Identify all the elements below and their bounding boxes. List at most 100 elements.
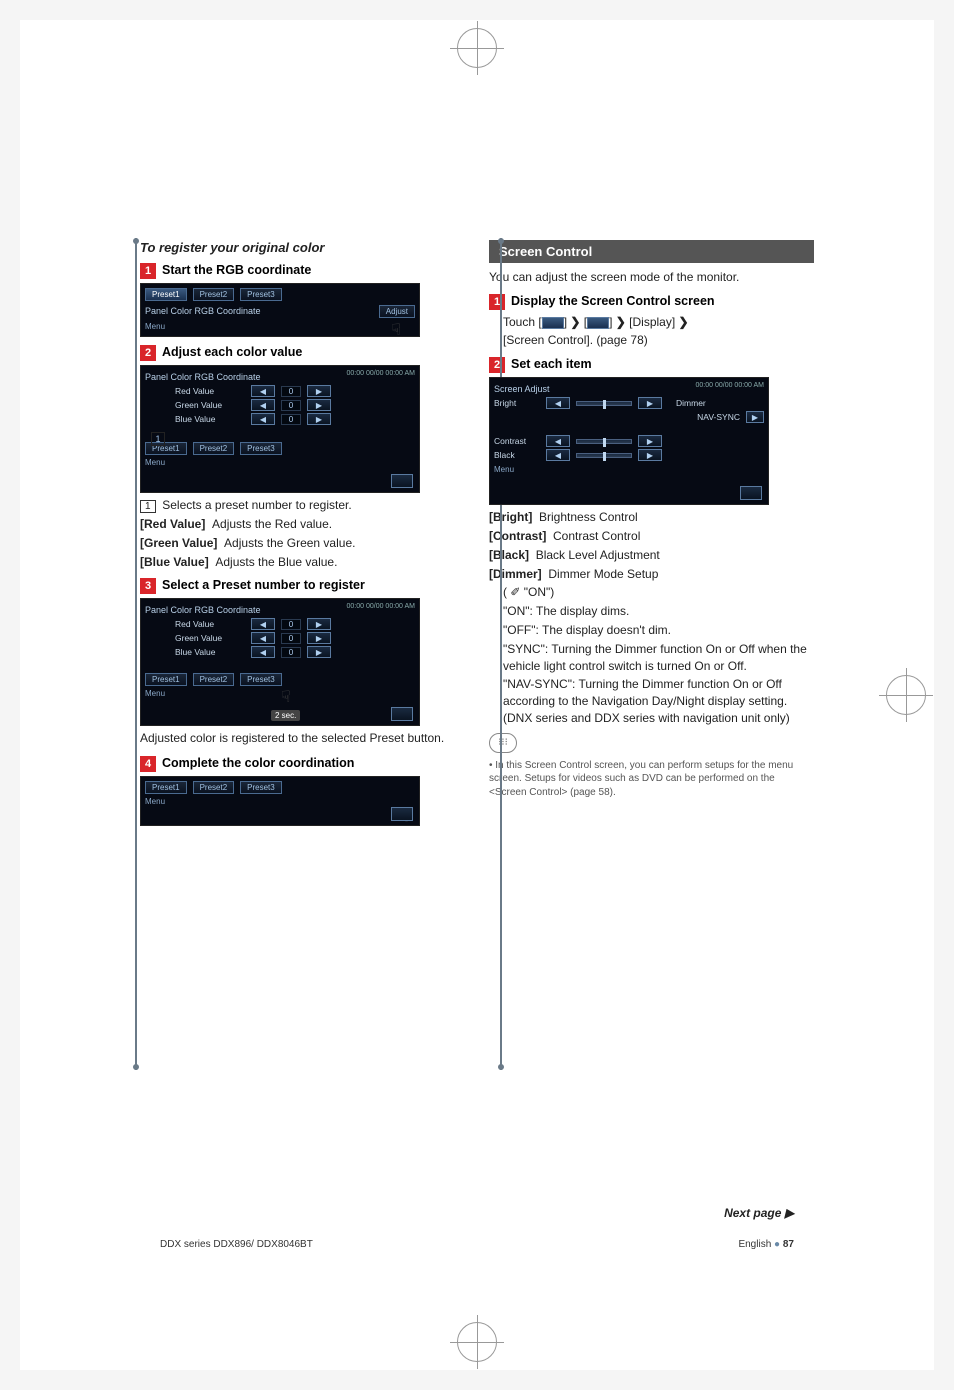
- inc-button[interactable]: ▶: [307, 646, 331, 658]
- note-icon: ⁝⁝⁝: [489, 733, 517, 753]
- desc: Dimmer Mode Setup: [548, 567, 658, 581]
- inc-button[interactable]: ▶: [638, 435, 662, 447]
- step-label: Adjust each color value: [162, 345, 302, 359]
- term: "SYNC":: [503, 642, 548, 656]
- slider[interactable]: [576, 401, 632, 406]
- row-label: Blue Value: [175, 414, 245, 424]
- back-icon: [542, 317, 564, 329]
- back-icon[interactable]: [391, 807, 413, 821]
- menu-label[interactable]: Menu: [494, 465, 764, 474]
- row-label: Red Value: [175, 619, 245, 629]
- step-1-right: 1 Display the Screen Control screen: [489, 294, 814, 310]
- term: [Blue Value]: [140, 555, 209, 569]
- term: [Green Value]: [140, 536, 217, 550]
- callout-text: Selects a preset number to register.: [162, 498, 351, 512]
- desc: The display dims.: [536, 604, 629, 618]
- inc-button[interactable]: ▶: [307, 399, 331, 411]
- adjust-button[interactable]: Adjust: [379, 305, 415, 318]
- dec-button[interactable]: ◀: [251, 385, 275, 397]
- registered-text: Adjusted color is registered to the sele…: [140, 730, 465, 747]
- hand-icon: ☟: [281, 687, 291, 707]
- inc-button[interactable]: ▶: [307, 618, 331, 630]
- text: Touch [: [503, 315, 542, 329]
- opt-sync: "SYNC": Turning the Dimmer function On o…: [503, 641, 814, 675]
- inc-button[interactable]: ▶: [307, 413, 331, 425]
- inc-button[interactable]: ▶: [307, 632, 331, 644]
- preset-tab[interactable]: Preset3: [240, 781, 282, 794]
- inc-button[interactable]: ▶: [746, 411, 764, 423]
- preset-tab[interactable]: Preset2: [193, 781, 235, 794]
- menu-label[interactable]: Menu: [145, 689, 415, 698]
- desc: Brightness Control: [539, 510, 638, 524]
- value-cell: 0: [281, 647, 301, 658]
- header-label: Panel Color RGB Coordinate: [145, 304, 261, 318]
- dimmer-default: ( ✐ "ON"): [503, 584, 814, 601]
- timestamp: 00:00 00/00 00:00 AM: [347, 603, 416, 610]
- dec-button[interactable]: ◀: [251, 632, 275, 644]
- step-label: Display the Screen Control screen: [511, 294, 715, 308]
- dec-button[interactable]: ◀: [251, 399, 275, 411]
- timestamp: 00:00 00/00 00:00 AM: [347, 370, 416, 377]
- page: To register your original color 1 Start …: [20, 20, 934, 1370]
- value-cell: 0: [281, 386, 301, 397]
- footer-right: English ● 87: [738, 1239, 794, 1250]
- preset-tab[interactable]: Preset2: [193, 288, 235, 301]
- slider[interactable]: [576, 453, 632, 458]
- preset-tab[interactable]: Preset3: [240, 442, 282, 455]
- desc: The display doesn't dim.: [542, 623, 671, 637]
- row-label: Black: [494, 450, 540, 460]
- dec-button[interactable]: ◀: [251, 646, 275, 658]
- step-number: 4: [140, 756, 156, 772]
- desc: Adjusts the Green value.: [224, 536, 355, 550]
- back-icon[interactable]: [391, 707, 413, 721]
- subtitle: To register your original color: [140, 240, 465, 255]
- inc-button[interactable]: ▶: [638, 449, 662, 461]
- dec-button[interactable]: ◀: [546, 397, 570, 409]
- note-text: In this Screen Control screen, you can p…: [489, 760, 793, 798]
- inc-button[interactable]: ▶: [307, 385, 331, 397]
- tool-icon: [587, 317, 609, 329]
- value-cell: 0: [281, 400, 301, 411]
- def-dimmer: [Dimmer] Dimmer Mode Setup: [489, 566, 814, 583]
- slider[interactable]: [576, 439, 632, 444]
- step-label: Complete the color coordination: [162, 756, 354, 770]
- term: "OFF":: [503, 623, 539, 637]
- inc-button[interactable]: ▶: [638, 397, 662, 409]
- menu-label[interactable]: Menu: [145, 458, 415, 467]
- preset-tab[interactable]: Preset3: [240, 288, 282, 301]
- registration-mark-bottom: [457, 1322, 497, 1362]
- def-black: [Black] Black Level Adjustment: [489, 547, 814, 564]
- screenshot-complete: Preset1 Preset2 Preset3 ☟ Menu: [140, 776, 420, 826]
- chevron-icon: ❯: [570, 315, 580, 329]
- dec-button[interactable]: ◀: [251, 413, 275, 425]
- opt-off: "OFF": The display doesn't dim.: [503, 622, 814, 639]
- menu-label[interactable]: Menu: [145, 322, 415, 331]
- def-bright: [Bright] Brightness Control: [489, 509, 814, 526]
- dec-button[interactable]: ◀: [251, 618, 275, 630]
- dec-button[interactable]: ◀: [546, 449, 570, 461]
- step-number: 2: [489, 357, 505, 373]
- opt-navsync: "NAV-SYNC": Turning the Dimmer function …: [503, 676, 814, 726]
- dec-button[interactable]: ◀: [546, 435, 570, 447]
- hold-label: 2 sec.: [271, 710, 300, 721]
- row-label: NAV-SYNC: [697, 412, 740, 422]
- preset-tab[interactable]: Preset1: [145, 673, 187, 686]
- preset-tab[interactable]: Preset2: [193, 442, 235, 455]
- menu-label[interactable]: Menu: [145, 797, 415, 806]
- back-icon[interactable]: [391, 474, 413, 488]
- def-red: [Red Value] Adjusts the Red value.: [140, 516, 465, 533]
- row-label: Bright: [494, 398, 540, 408]
- preset-tab[interactable]: Preset3: [240, 673, 282, 686]
- screenshot-screen-adjust: Screen Adjust 00:00 00/00 00:00 AM Brigh…: [489, 377, 769, 505]
- registration-mark-right: [886, 675, 926, 715]
- preset-tab[interactable]: Preset2: [193, 673, 235, 686]
- timestamp: 00:00 00/00 00:00 AM: [696, 382, 765, 389]
- preset-tab[interactable]: Preset1: [145, 288, 187, 301]
- preset-tab[interactable]: Preset1: [145, 781, 187, 794]
- footer: DDX series DDX896/ DDX8046BT English ● 8…: [160, 1239, 794, 1250]
- text: [Display]: [626, 315, 679, 329]
- def-contrast: [Contrast] Contrast Control: [489, 528, 814, 545]
- term: "ON":: [503, 604, 533, 618]
- step-1: 1 Start the RGB coordinate: [140, 263, 465, 279]
- back-icon[interactable]: [740, 486, 762, 500]
